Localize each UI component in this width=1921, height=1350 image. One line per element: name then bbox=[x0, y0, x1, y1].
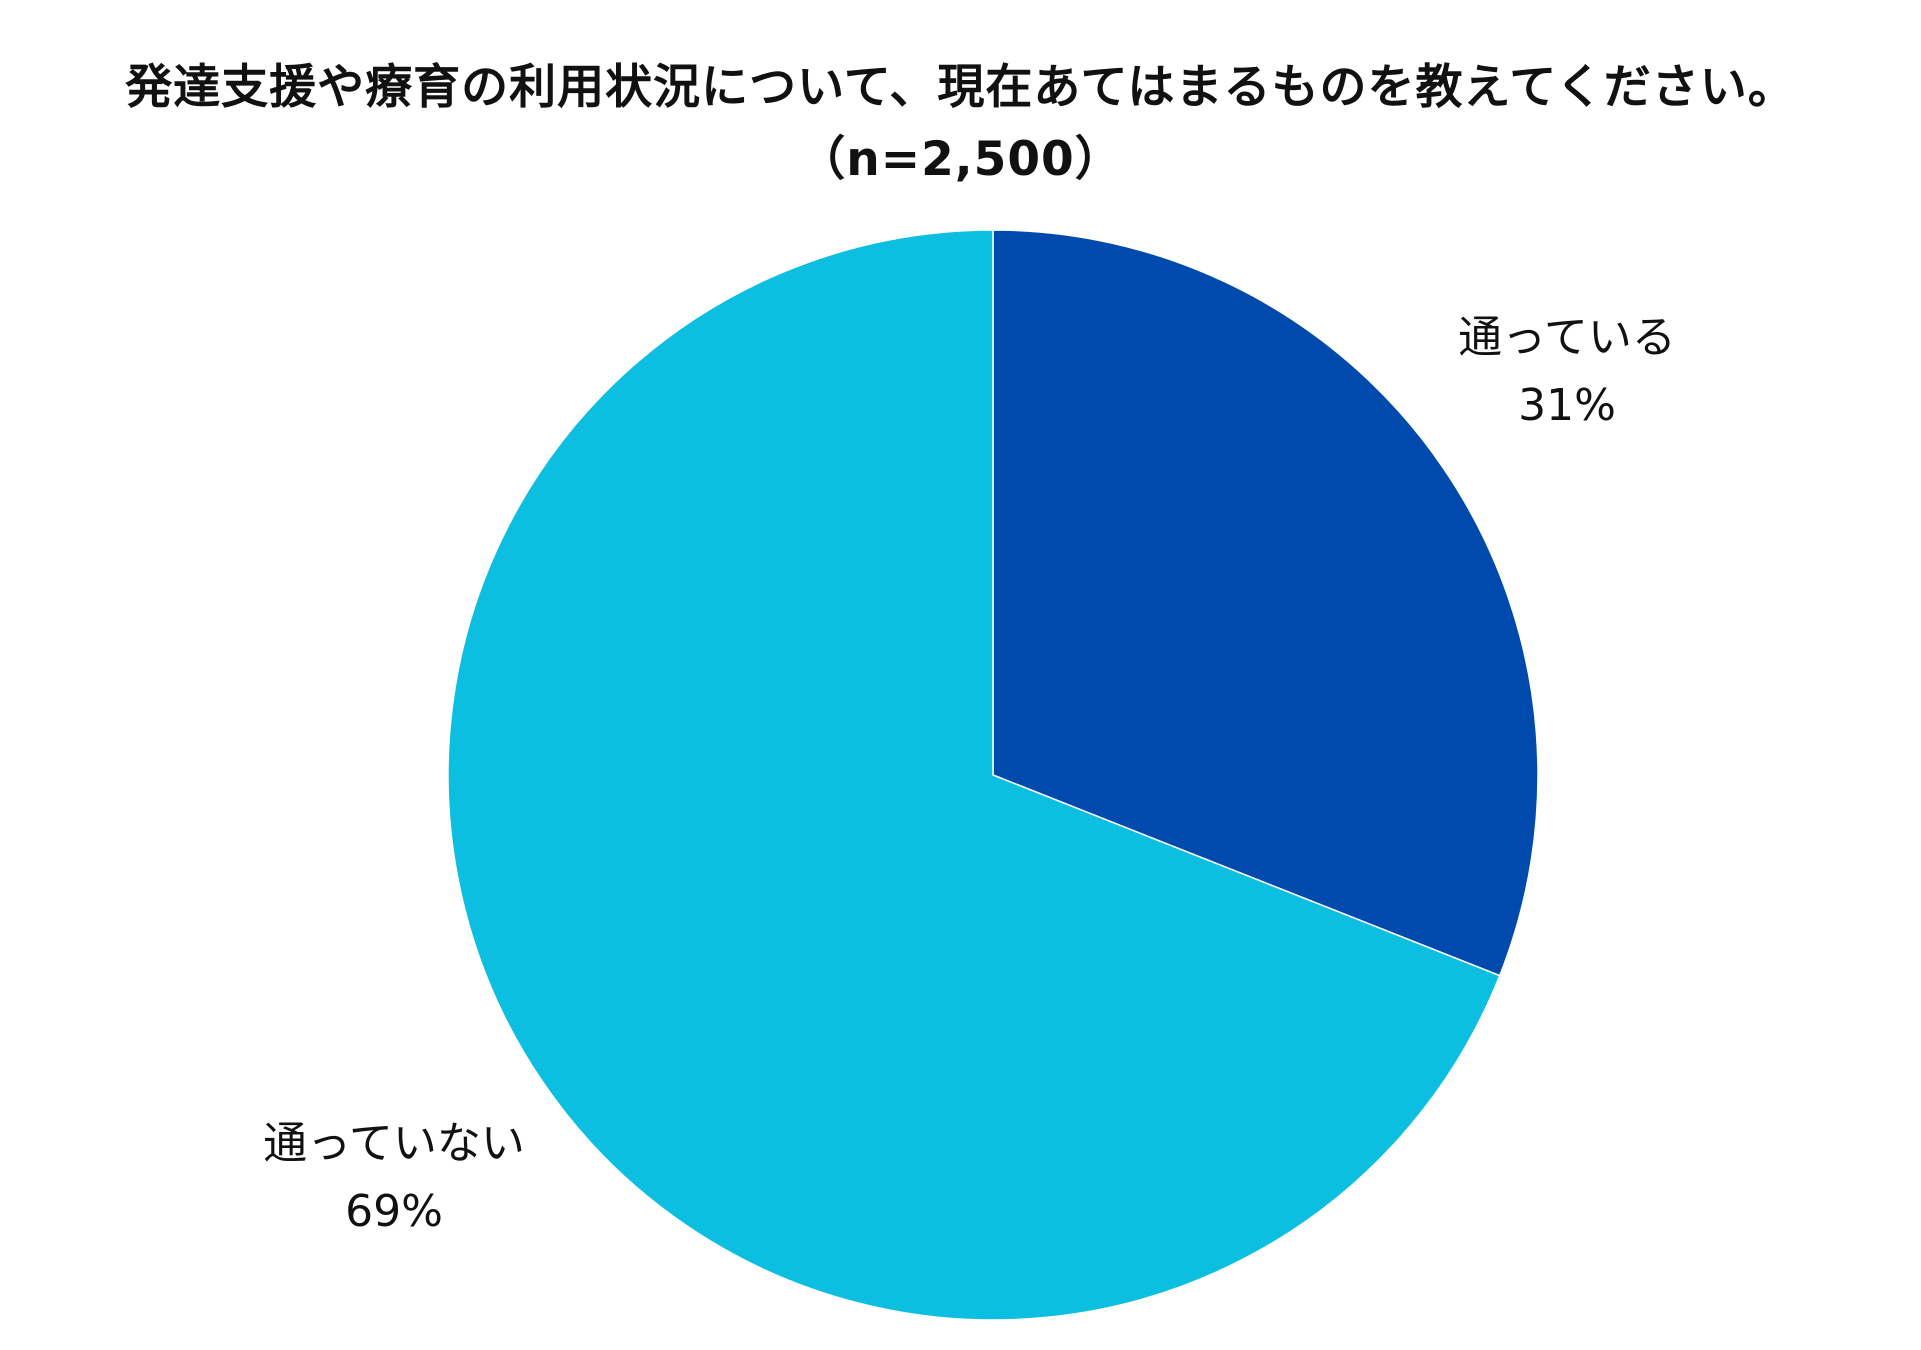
slice-label-1: 通っている bbox=[1458, 312, 1676, 363]
pie-slices bbox=[447, 229, 1539, 1321]
chart-title-sample-size: （n=2,500） bbox=[798, 132, 1123, 187]
pie-labels: 通っている 31% 通っていない 69% bbox=[263, 312, 1676, 1237]
pie-slice-1 bbox=[992, 229, 1539, 977]
pie-slice-2 bbox=[447, 229, 1501, 1321]
slice-value-label-1: 31% bbox=[1518, 380, 1616, 431]
chart-title-main: 発達支援や療育の利用状況について、現在あてはまるものを教えてください。 bbox=[125, 60, 1796, 115]
chart-title: 発達支援や療育の利用状況について、現在あてはまるものを教えてください。 （n=2… bbox=[0, 52, 1921, 196]
slice-value-label-2: 69% bbox=[345, 1186, 443, 1237]
slice-label-2: 通っていない bbox=[263, 1118, 525, 1169]
